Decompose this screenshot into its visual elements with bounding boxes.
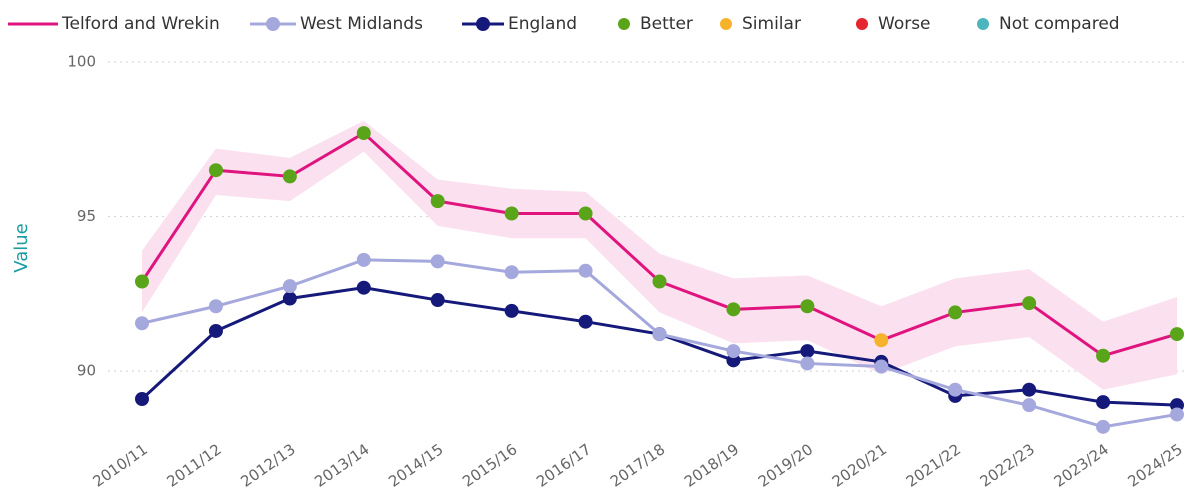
point (430, 254, 445, 269)
point (1022, 296, 1037, 311)
point (1096, 419, 1111, 434)
legend-label: England (508, 14, 577, 34)
point (948, 305, 963, 320)
y-tick-label: 90 (77, 362, 96, 380)
point (208, 163, 223, 178)
point (726, 302, 741, 317)
legend-swatch (266, 17, 280, 31)
point (652, 274, 667, 289)
point (430, 293, 445, 308)
point (1022, 398, 1037, 413)
x-tick-label: 2015/16 (459, 440, 520, 490)
point (800, 299, 815, 314)
legend-label: Better (640, 14, 693, 34)
point (135, 316, 149, 331)
point (948, 382, 963, 397)
x-tick-label: 2014/15 (385, 440, 446, 490)
legend-swatch (618, 18, 630, 30)
x-tick-label: 2016/17 (533, 440, 594, 490)
point (282, 279, 297, 294)
legend-label: Not compared (999, 14, 1120, 34)
x-tick-label: 2022/23 (977, 440, 1038, 490)
legend-label: Telford and Wrekin (61, 14, 220, 34)
x-tick-label: 2020/21 (829, 440, 890, 490)
legend-label: Similar (742, 14, 801, 34)
x-tick-label: 2021/22 (903, 440, 964, 490)
point (282, 169, 297, 184)
point (208, 323, 223, 338)
y-tick-label: 100 (67, 53, 96, 71)
point (578, 263, 593, 278)
legend-swatch (977, 18, 989, 30)
point (208, 299, 223, 314)
legend-label: Worse (878, 14, 931, 34)
point (135, 391, 149, 406)
point (800, 344, 815, 359)
point (578, 314, 593, 329)
x-tick-label: 2024/25 (1124, 440, 1185, 490)
point (874, 359, 889, 374)
point (504, 303, 519, 318)
point (1096, 395, 1111, 410)
point (1022, 382, 1037, 397)
point (135, 274, 149, 289)
confidence-band (142, 120, 1177, 390)
x-tick-label: 2017/18 (607, 440, 668, 490)
x-tick-label: 2018/19 (681, 440, 742, 490)
x-tick-label: 2010/11 (89, 440, 150, 490)
y-axis-label: Value (11, 223, 32, 272)
point (726, 344, 741, 359)
point (874, 333, 889, 348)
point (800, 356, 815, 371)
point (1170, 327, 1184, 342)
y-tick-label: 95 (77, 207, 96, 225)
point (504, 206, 519, 221)
x-tick-label: 2012/13 (237, 440, 298, 490)
legend-swatch (856, 18, 868, 30)
point (578, 206, 593, 221)
x-tick-label: 2023/24 (1051, 440, 1112, 490)
point (1170, 407, 1184, 422)
point (652, 327, 667, 342)
point (356, 126, 371, 141)
point (430, 194, 445, 209)
point (282, 291, 297, 306)
legend-swatch (720, 18, 732, 30)
point (356, 280, 371, 295)
point (1096, 348, 1111, 363)
x-tick-label: 2019/20 (755, 440, 816, 490)
point (504, 265, 519, 280)
point (356, 252, 371, 267)
legend-label: West Midlands (300, 14, 423, 34)
x-tick-label: 2011/12 (163, 440, 224, 490)
x-tick-label: 2013/14 (311, 440, 372, 490)
legend-swatch (476, 17, 490, 31)
